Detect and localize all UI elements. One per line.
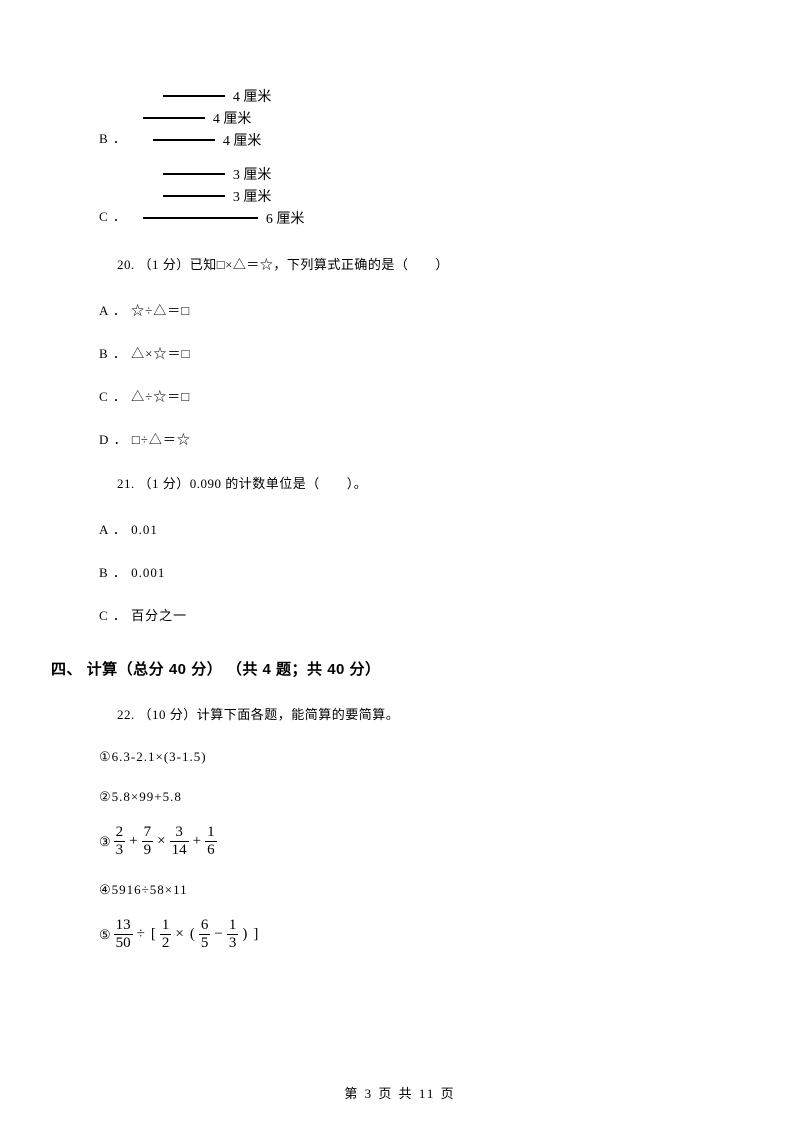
q20-choice-c: C ． △÷☆＝□	[99, 386, 701, 405]
option-b-diagram: 4 厘米4 厘米4 厘米	[143, 85, 272, 151]
operator: ÷	[137, 926, 145, 943]
q20-text: 20. （1 分）已知□×△＝☆，下列算式正确的是（ ）	[117, 255, 701, 276]
denominator: 6	[205, 841, 217, 858]
fraction: 65	[199, 918, 211, 951]
line-segment	[163, 173, 225, 175]
line-length-label: 4 厘米	[233, 86, 272, 106]
numerator: 13	[114, 918, 133, 934]
numerator: 2	[114, 825, 126, 841]
line-length-label: 3 厘米	[233, 164, 272, 184]
numerator: 6	[199, 918, 211, 934]
option-b-row: B ． 4 厘米4 厘米4 厘米	[99, 85, 701, 151]
denominator: 50	[114, 934, 133, 951]
option-c-row: C ． 3 厘米3 厘米6 厘米	[99, 163, 701, 229]
line-length-label: 3 厘米	[233, 186, 272, 206]
line-segment	[143, 217, 258, 219]
operator: +	[129, 833, 137, 850]
q21-choice-b: B ． 0.001	[99, 562, 701, 581]
fraction: 79	[142, 825, 154, 858]
measurement-line: 3 厘米	[143, 185, 305, 207]
denominator: 5	[199, 934, 211, 951]
denominator: 2	[160, 934, 172, 951]
denominator: 14	[170, 841, 189, 858]
q22-item1: ①6.3-2.1×(3-1.5)	[99, 749, 701, 765]
operator: (	[190, 926, 195, 943]
measurement-line: 4 厘米	[143, 129, 272, 151]
fraction: 1350	[114, 918, 133, 951]
measurement-line: 4 厘米	[143, 107, 272, 129]
fraction: 314	[170, 825, 189, 858]
line-segment	[163, 95, 225, 97]
q22-item4: ④5916÷58×11	[99, 882, 701, 898]
operator: +	[193, 833, 201, 850]
line-segment	[153, 139, 215, 141]
q22-item5-prefix: ⑤	[99, 927, 111, 943]
line-segment	[163, 195, 225, 197]
section-4-heading: 四、 计算（总分 40 分） （共 4 题；共 40 分）	[51, 658, 701, 679]
q21-choice-a: A ． 0.01	[99, 519, 701, 538]
operator: ×	[157, 833, 165, 850]
denominator: 9	[142, 841, 154, 858]
q20-choice-d: D ． □÷△＝☆	[99, 429, 701, 448]
measurement-line: 3 厘米	[143, 163, 305, 185]
q22-item5: ⑤ 1350÷[12×(65−13)]	[99, 918, 701, 951]
line-segment	[143, 117, 205, 119]
operator: ×	[175, 926, 183, 943]
numerator: 1	[160, 918, 172, 934]
operator: )	[242, 926, 247, 943]
numerator: 3	[173, 825, 185, 841]
q22-item3: ③ 23+79×314+16	[99, 825, 701, 858]
option-c-label: C ．	[99, 206, 127, 225]
fraction: 16	[205, 825, 217, 858]
numerator: 7	[142, 825, 154, 841]
numerator: 1	[227, 918, 239, 934]
q22-item3-prefix: ③	[99, 834, 111, 850]
q20-choice-b: B ． △×☆＝□	[99, 343, 701, 362]
line-length-label: 4 厘米	[223, 130, 262, 150]
measurement-line: 4 厘米	[143, 85, 272, 107]
denominator: 3	[227, 934, 239, 951]
line-length-label: 4 厘米	[213, 108, 252, 128]
q22-item3-expr: 23+79×314+16	[113, 825, 218, 858]
operator: −	[214, 926, 222, 943]
option-c-diagram: 3 厘米3 厘米6 厘米	[143, 163, 305, 229]
line-length-label: 6 厘米	[266, 208, 305, 228]
fraction: 23	[114, 825, 126, 858]
operator: ]	[253, 926, 258, 943]
operator: [	[151, 926, 156, 943]
fraction: 12	[160, 918, 172, 951]
q21-text: 21. （1 分）0.090 的计数单位是（ ）。	[117, 474, 701, 495]
denominator: 3	[114, 841, 126, 858]
q22-text: 22. （10 分）计算下面各题，能简算的要简算。	[117, 705, 701, 726]
numerator: 1	[205, 825, 217, 841]
measurement-line: 6 厘米	[143, 207, 305, 229]
q20-choice-a: A ． ☆÷△＝□	[99, 300, 701, 319]
fraction: 13	[227, 918, 239, 951]
page-footer: 第 3 页 共 11 页	[0, 1083, 800, 1102]
q21-choice-c: C ． 百分之一	[99, 605, 701, 624]
option-b-label: B ．	[99, 128, 127, 147]
q22-item2: ②5.8×99+5.8	[99, 789, 701, 805]
q22-item5-expr: 1350÷[12×(65−13)]	[113, 918, 262, 951]
